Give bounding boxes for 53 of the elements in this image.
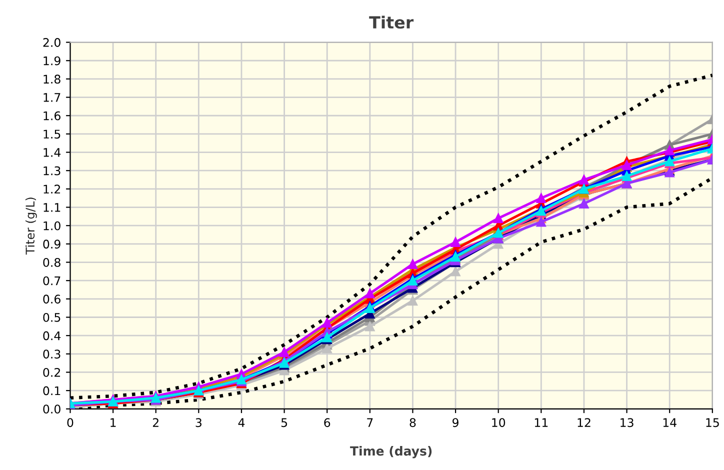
point: [664, 168, 674, 178]
point: [365, 322, 375, 332]
y-tick-label: 0.1: [43, 386, 60, 396]
point: [408, 276, 418, 286]
y-tick-label: 1.9: [44, 56, 60, 66]
y-tick-label: 0.3: [43, 350, 60, 359]
x-tick-label: 2: [152, 418, 158, 427]
y-tick-label: 1.1: [44, 203, 60, 212]
y-tick-label: 1.8: [44, 74, 60, 84]
point: [408, 259, 418, 269]
x-tick-label: 1: [110, 418, 116, 427]
y-tick-label: 0.2: [43, 368, 60, 377]
x-tick-label: 12: [578, 418, 590, 427]
y-tick-label: 1.2: [44, 184, 60, 194]
point: [579, 198, 589, 208]
point: [493, 213, 504, 224]
y-tick-label: 0.6: [43, 294, 60, 304]
x-tick-label: 6: [324, 418, 330, 428]
x-tick-label: 13: [620, 418, 634, 428]
x-tick-label: 9: [452, 418, 458, 428]
y-tick-label: 0.0: [43, 404, 60, 414]
point: [536, 217, 546, 227]
x-tick-label: 11: [534, 418, 548, 427]
point: [450, 237, 460, 247]
y-tick-label: 1.0: [44, 221, 60, 230]
x-tick-label: 5: [281, 418, 288, 428]
y-tick-label: 1.7: [44, 93, 60, 102]
point: [408, 296, 418, 306]
y-tick-label: 0.7: [43, 276, 60, 286]
y-tick-label: 0.8: [43, 258, 60, 267]
point: [536, 193, 546, 203]
point: [365, 288, 375, 298]
point: [450, 266, 460, 276]
x-tick-label: 14: [663, 418, 676, 427]
y-tick-label: 2.0: [43, 38, 60, 47]
x-tick-label: 10: [492, 418, 506, 428]
point: [322, 344, 332, 354]
y-tick-label: 0.5: [43, 312, 60, 322]
y-tick-label: 1.5: [44, 130, 60, 139]
x-tick-label: 4: [238, 418, 245, 427]
x-tick-label: 7: [367, 418, 373, 427]
y-tick-label: 0.4: [43, 331, 61, 340]
y-tick-label: 0.9: [43, 240, 60, 249]
y-tick-label: 1.3: [44, 166, 60, 176]
x-tick-label: 0: [67, 418, 74, 428]
x-tick-label: 15: [706, 418, 719, 428]
x-tick-label: 8: [410, 418, 416, 428]
x-tick-label: 3: [196, 418, 202, 428]
y-axis-title: Titer (g/L): [25, 198, 37, 255]
chart-title: Titer: [369, 16, 414, 29]
x-axis-title: Time (days): [350, 446, 432, 458]
y-tick-label: 1.4: [44, 148, 61, 157]
y-tick-label: 1.6: [44, 111, 60, 120]
